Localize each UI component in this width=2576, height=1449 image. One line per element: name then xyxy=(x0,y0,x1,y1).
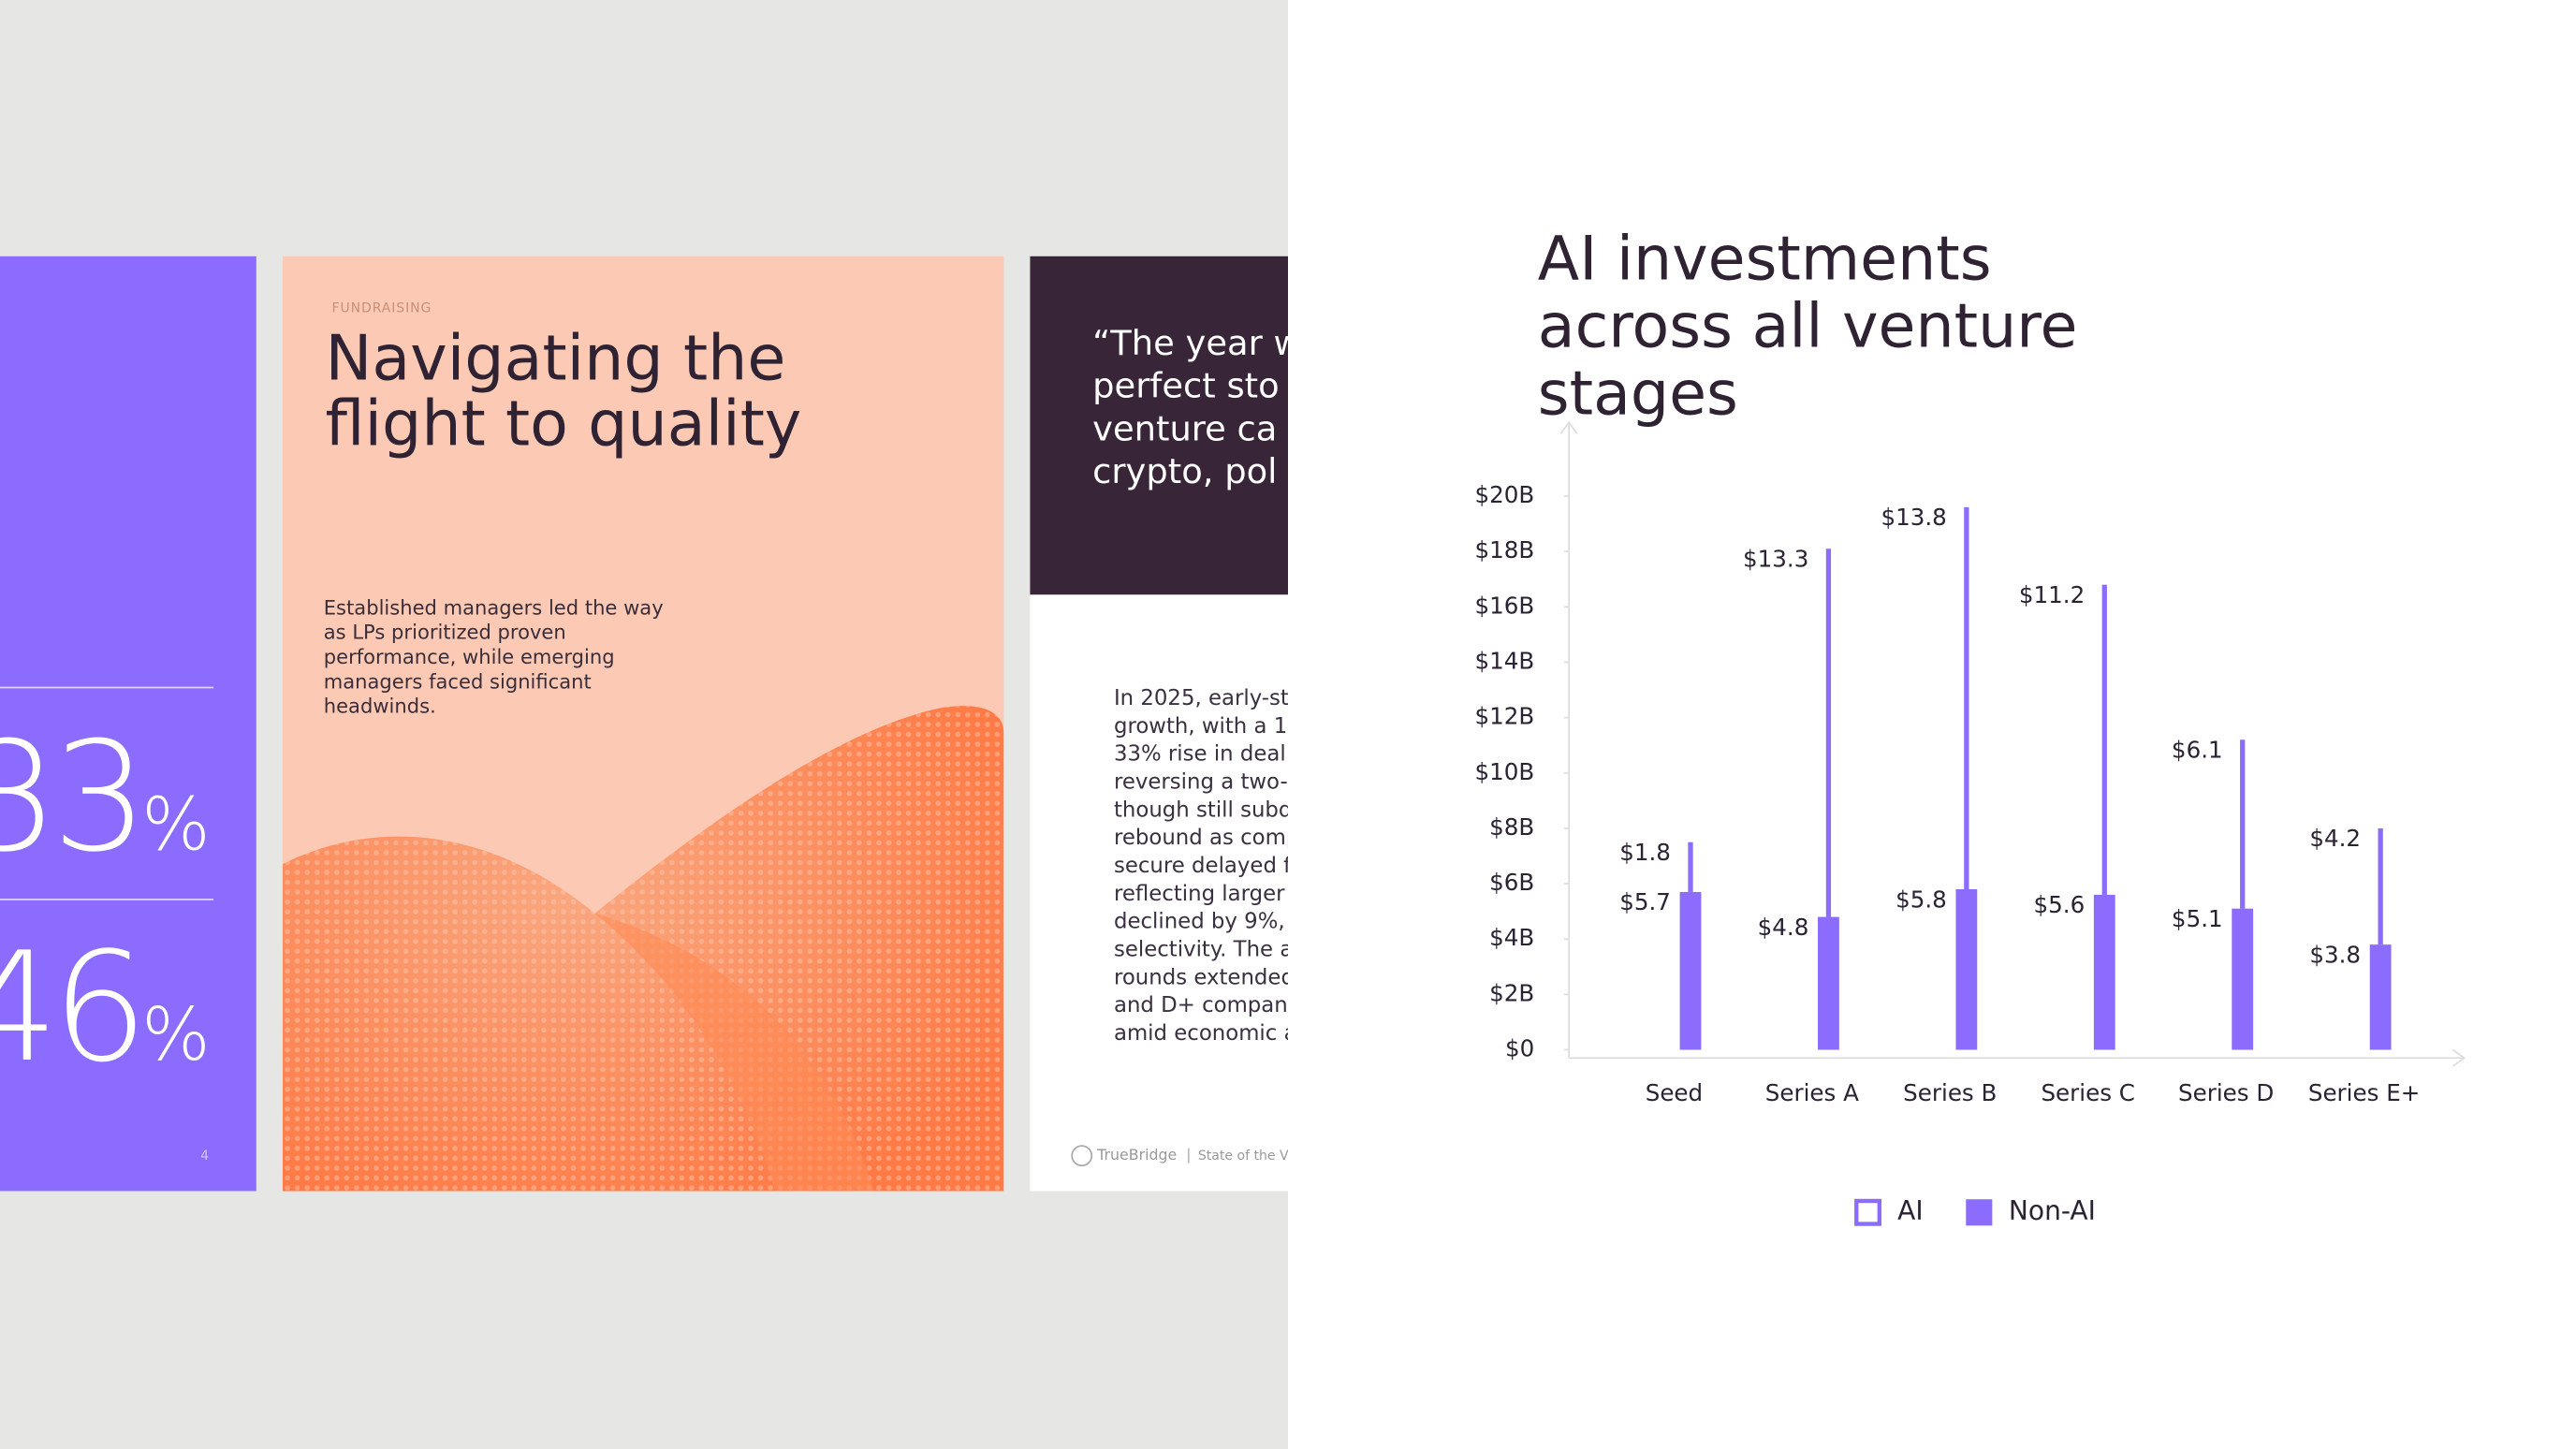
quote-page-body: In 2025, early-st growth, with a 17 33% ri… xyxy=(1030,594,1288,1192)
x-tick-label: Seed xyxy=(1646,1079,1703,1106)
x-tick-label: Series C xyxy=(2041,1079,2135,1106)
value-label: $6.1 xyxy=(2172,737,2223,764)
quote-box: “The year w perfect sto venture ca crypto, … xyxy=(1030,256,1288,595)
quote-line: perfect sto xyxy=(1092,366,1280,406)
quote: “The year w perfect sto venture ca crypto, … xyxy=(1092,322,1288,493)
fundraising-page: FUNDRAISING Navigating the flight to qua… xyxy=(282,256,1004,1192)
quote-line: crypto, pol xyxy=(1092,451,1278,491)
footer: TrueBridge State of the V xyxy=(1071,1145,1288,1167)
y-tick-label: $20B xyxy=(1475,481,1535,508)
divider xyxy=(0,686,214,689)
section-label: FUNDRAISING xyxy=(331,300,432,315)
stat: 33% xyxy=(0,722,211,873)
body-line: reversing a two-y xyxy=(1113,770,1288,796)
value-label: $3.8 xyxy=(2309,941,2361,968)
non-ai-bar xyxy=(1955,888,1978,1050)
page-body: Established managers led the way as LPs … xyxy=(323,596,664,718)
y-tick-label: $10B xyxy=(1475,758,1535,785)
decorative-wave xyxy=(282,706,1004,1192)
body-line: and D+ companie xyxy=(1113,993,1288,1019)
ai-bar xyxy=(1825,549,1832,917)
body-line: 33% rise in deal v xyxy=(1113,742,1288,768)
body-line: amid economic a xyxy=(1113,1021,1288,1046)
legend-swatch xyxy=(1966,1199,1993,1226)
body-text: In 2025, early-st growth, with a 17 33% ri… xyxy=(1114,685,1288,1048)
value-label: $5.7 xyxy=(1619,888,1671,915)
ai-bar xyxy=(2240,739,2246,909)
chart-title: AI investments across all venture stages xyxy=(1537,223,2078,430)
page-number: 4 xyxy=(200,1148,210,1164)
body-line: In 2025, early-st xyxy=(1113,686,1288,711)
value-label: $1.8 xyxy=(1619,839,1671,866)
ai-bar xyxy=(1688,842,1693,892)
page-title: Navigating the flight to quality xyxy=(325,321,802,461)
non-ai-bar xyxy=(2093,894,2115,1050)
legend-label: AI xyxy=(1897,1195,1924,1226)
divider xyxy=(0,899,214,900)
body-line: growth, with a 17 xyxy=(1113,714,1288,739)
quote-line: “The year w xyxy=(1092,323,1288,363)
footer-brand: TrueBridge xyxy=(1097,1148,1178,1165)
stat: 46% xyxy=(0,932,211,1084)
body-line: secure delayed f xyxy=(1113,854,1288,879)
y-tick-label: $16B xyxy=(1475,592,1535,619)
body-line: rounds extended xyxy=(1113,965,1288,991)
quote-line: venture ca xyxy=(1092,409,1278,449)
body-line: though still subd xyxy=(1113,798,1288,824)
y-tick-label: $2B xyxy=(1489,979,1534,1006)
body-line: reflecting larger xyxy=(1113,882,1285,907)
axis-arrow xyxy=(1559,420,1578,434)
value-label: $11.2 xyxy=(2019,581,2085,608)
y-tick-label: $12B xyxy=(1475,703,1535,730)
value-label: $13.8 xyxy=(1881,504,1946,531)
x-tick-label: Series B xyxy=(1903,1079,1997,1106)
body-line: declined by 9%, i xyxy=(1113,910,1288,935)
y-tick-label: $18B xyxy=(1475,536,1535,564)
x-tick-label: Series D xyxy=(2178,1079,2274,1106)
value-label: $13.3 xyxy=(1743,546,1808,573)
logo xyxy=(1071,1145,1093,1167)
y-tick-label: $8B xyxy=(1489,813,1534,841)
non-ai-bar xyxy=(1679,891,1702,1050)
stats-page: 33% 46% 4 xyxy=(0,256,256,1192)
legend-swatch xyxy=(1854,1198,1882,1226)
axis-arrow xyxy=(2452,1048,2466,1067)
value-label: $4.2 xyxy=(2309,825,2361,852)
stat-number: 46 xyxy=(0,919,148,1096)
ai-bar xyxy=(1964,506,1969,889)
body-line: selectivity. The a xyxy=(1113,938,1288,963)
legend-label: Non-AI xyxy=(2009,1195,2096,1226)
footer-title: State of the V xyxy=(1188,1148,1288,1164)
non-ai-bar xyxy=(2232,908,2254,1050)
stat-unit: % xyxy=(141,783,211,868)
body-line: rebound as comp xyxy=(1113,826,1288,852)
stat-number: 33 xyxy=(0,710,148,886)
value-label: $5.6 xyxy=(2034,891,2086,918)
ai-bar xyxy=(2378,827,2383,945)
y-tick-label: $4B xyxy=(1489,924,1534,951)
y-tick-label: $14B xyxy=(1475,647,1535,674)
x-tick-label: Series A xyxy=(1765,1079,1859,1106)
report-viewer: 33% 46% 4 FUNDRAISING Navigating the fli… xyxy=(0,0,1288,1449)
value-label: $4.8 xyxy=(1758,914,1809,941)
y-tick-label: $0 xyxy=(1505,1035,1534,1062)
non-ai-bar xyxy=(1818,916,1839,1050)
non-ai-bar xyxy=(2369,944,2392,1050)
y-tick-label: $6B xyxy=(1489,869,1534,896)
value-label: $5.1 xyxy=(2172,905,2223,932)
ai-bar xyxy=(2101,584,2107,895)
value-label: $5.8 xyxy=(1895,886,1947,913)
x-tick-label: Series E+ xyxy=(2308,1079,2420,1106)
stat-unit: % xyxy=(141,993,211,1078)
